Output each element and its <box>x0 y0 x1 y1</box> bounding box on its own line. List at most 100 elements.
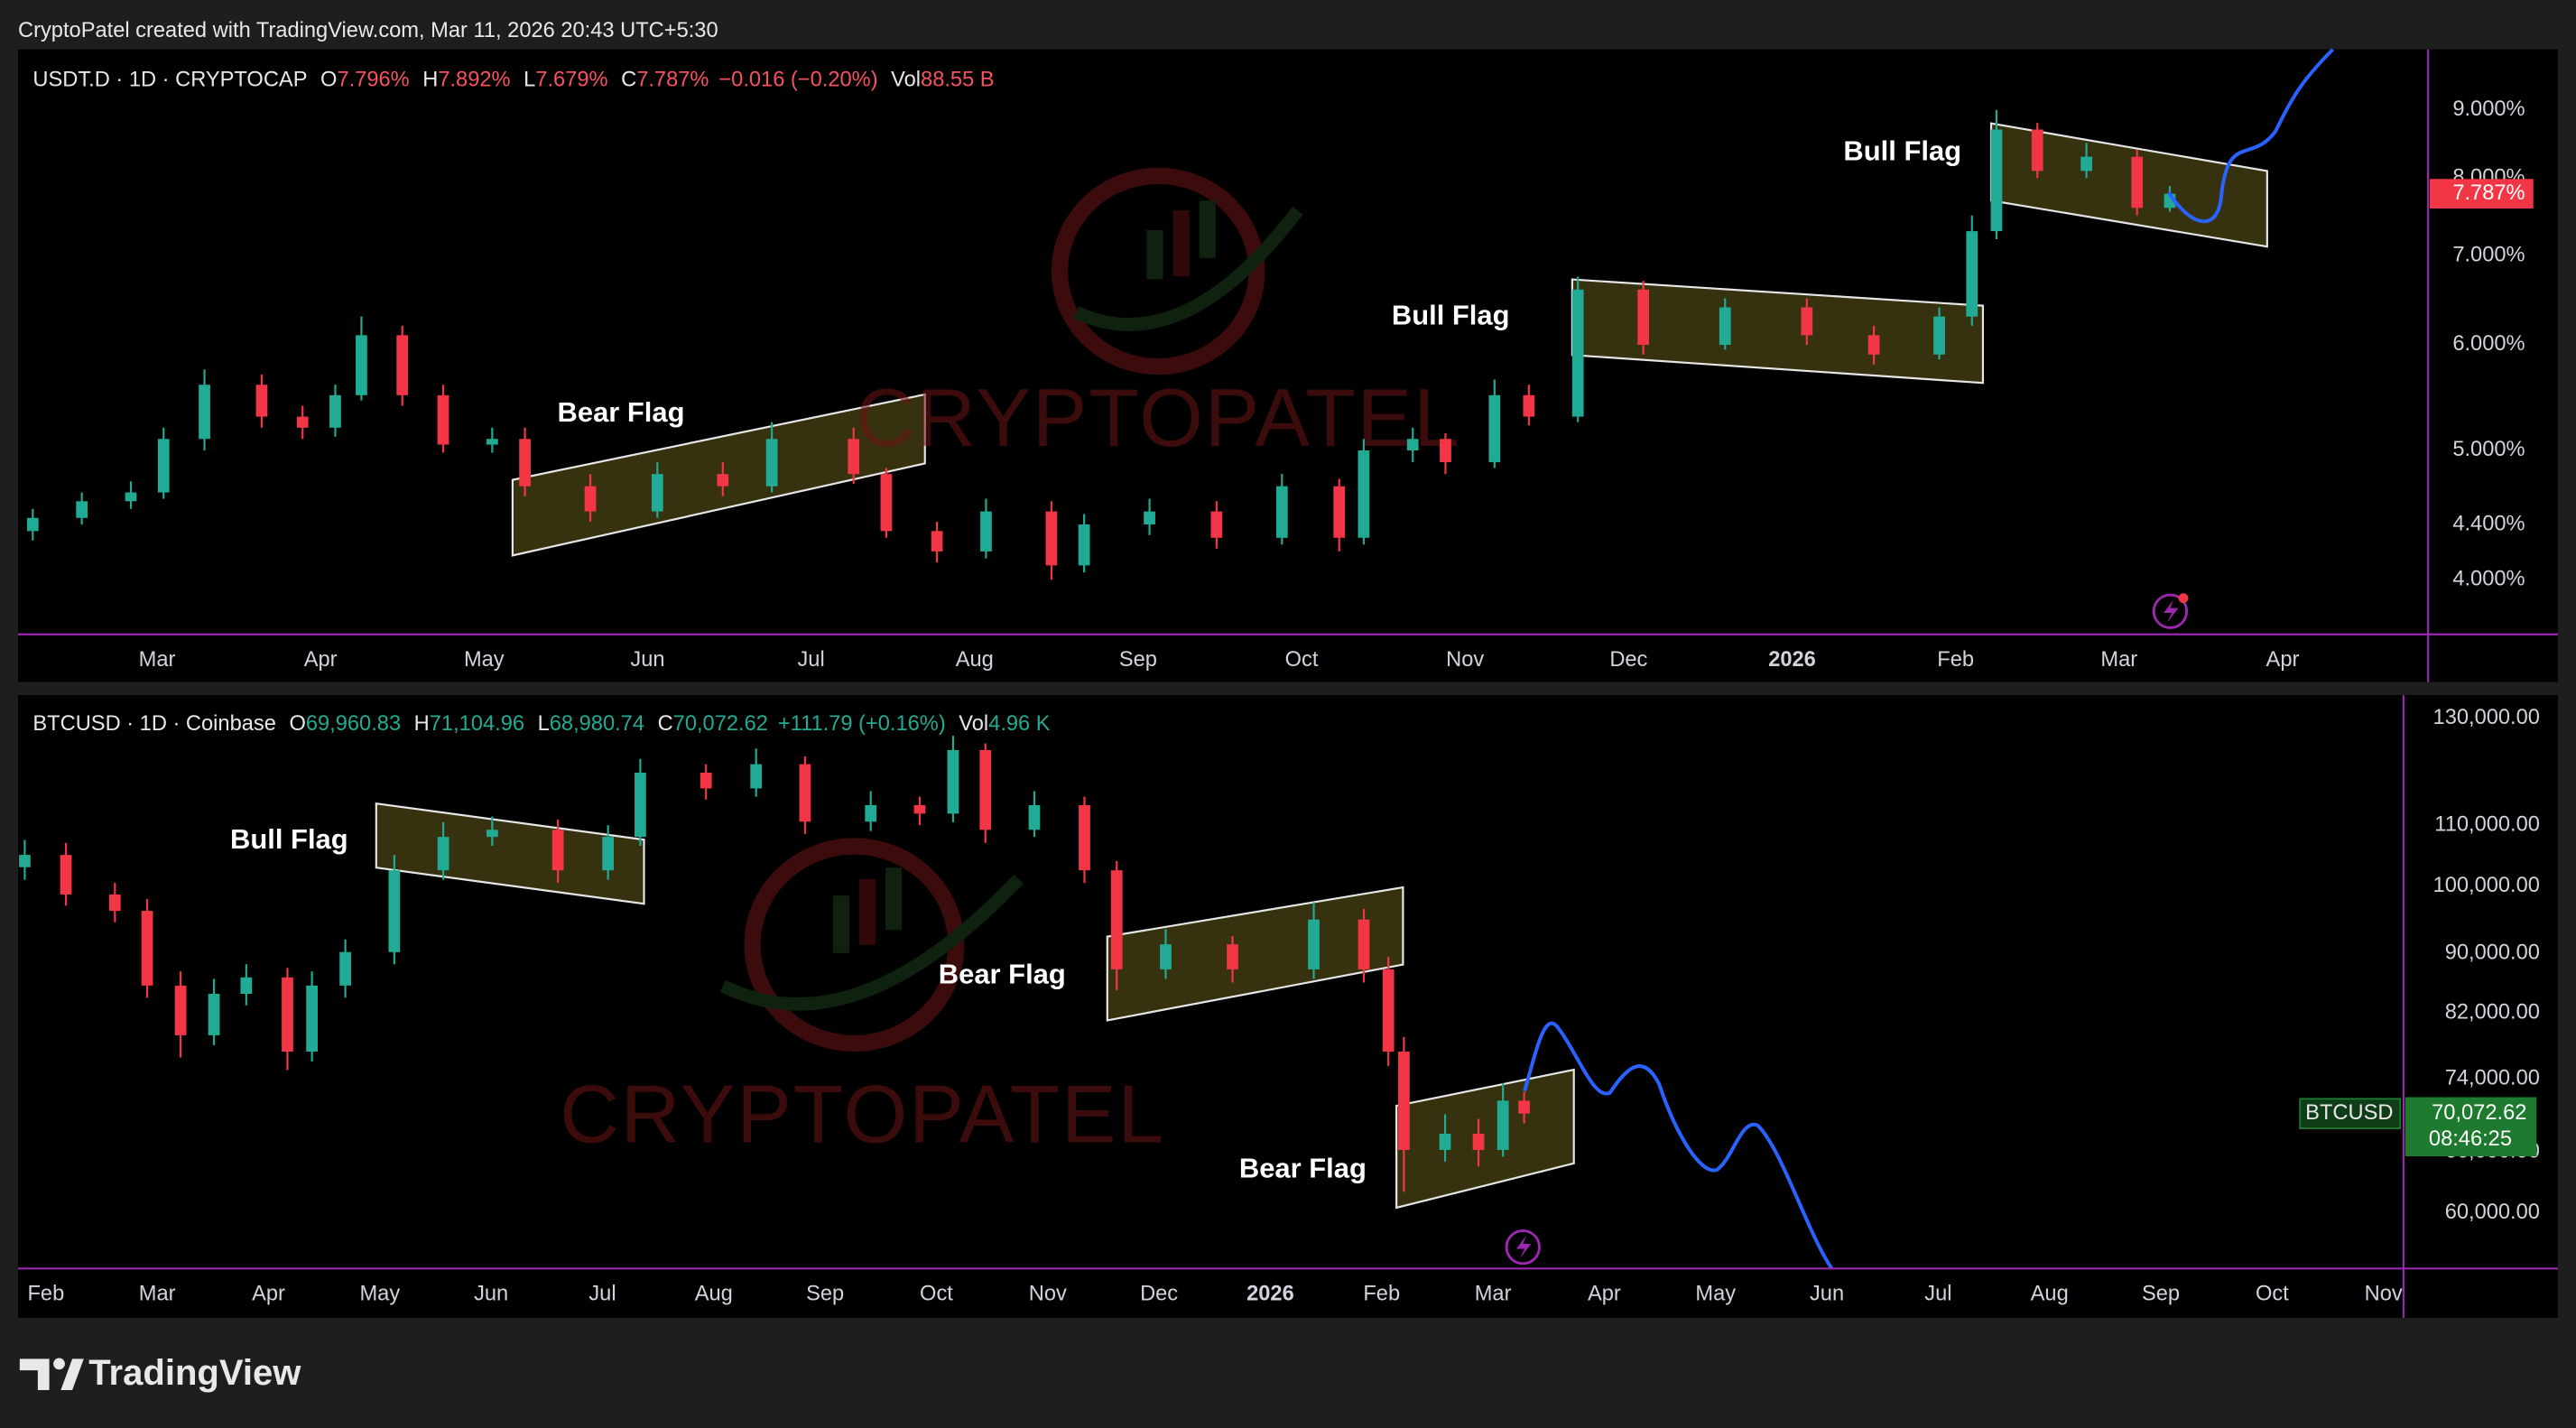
header-item: 69,960.83 <box>306 712 401 736</box>
candle-body <box>980 511 992 552</box>
created-line: CryptoPatel created with TradingView.com… <box>18 19 718 42</box>
annotation: Bear Flag <box>1239 1152 1367 1183</box>
candle-body <box>1357 919 1370 969</box>
x-tick-label: May <box>1695 1283 1736 1306</box>
last-price-box <box>2405 1097 2537 1157</box>
x-tick-label: Apr <box>2266 648 2300 672</box>
x-tick-label: Jun <box>630 648 664 672</box>
candle-body <box>1867 335 1880 355</box>
symbol-tag-box <box>2299 1098 2402 1129</box>
candle-body <box>551 830 564 871</box>
candles <box>26 109 2176 580</box>
header-item: −0.016 (−0.20%) <box>718 69 877 92</box>
header-item: O <box>320 69 337 92</box>
header-item: L <box>538 712 550 736</box>
x-tick-label: Dec <box>1140 1283 1178 1306</box>
candle-body <box>1160 944 1172 969</box>
x-tick-label: Sep <box>1119 648 1157 672</box>
y-tick-label: 6.000% <box>2452 332 2525 356</box>
candle-body <box>765 439 778 487</box>
watermark-logo <box>1051 167 1303 376</box>
decorations <box>375 122 2268 1210</box>
panel-bottom <box>18 695 2558 1318</box>
countdown: 08:46:25 <box>2429 1127 2512 1151</box>
header-item: C <box>621 69 636 92</box>
candle-body <box>865 804 877 822</box>
annotation: Bull Flag <box>230 823 348 855</box>
x-tick-label: Aug <box>2031 1283 2069 1306</box>
candle-body <box>208 994 220 1035</box>
candles <box>19 736 1530 1192</box>
header-item: O <box>289 712 305 736</box>
last-price: 7.787% <box>2452 181 2525 205</box>
y-tick-label: 4.000% <box>2452 567 2525 590</box>
x-tick-label: Feb <box>1937 648 1974 672</box>
projection-path <box>2166 48 2335 224</box>
candle-body <box>1110 870 1123 969</box>
candle-body <box>1406 439 1419 450</box>
candle-body <box>1308 919 1320 969</box>
candle-body <box>1472 1133 1485 1150</box>
candle-body <box>486 830 498 838</box>
alert-icon[interactable] <box>1505 1229 1541 1266</box>
candle-body <box>76 501 88 518</box>
x-tick-label: Apr <box>252 1283 285 1306</box>
candle-body <box>125 492 137 502</box>
x-tick-label: Nov <box>1446 648 1484 672</box>
alert-icon[interactable] <box>2152 593 2189 629</box>
candle-body <box>1275 486 1288 538</box>
candle-body <box>157 439 170 493</box>
candle-body <box>651 474 663 512</box>
header-item: 4.96 K <box>988 712 1051 736</box>
x-tick-label: Jun <box>474 1283 508 1306</box>
x-tick-label: May <box>359 1283 400 1306</box>
candle-body <box>2080 156 2092 172</box>
symbol-tag: BTCUSD <box>2305 1101 2393 1125</box>
x-tick-label: May <box>464 648 505 672</box>
annotation: Bull Flag <box>1843 135 1961 167</box>
x-tick-label: Aug <box>695 1283 733 1306</box>
candle-body <box>799 764 811 822</box>
annotation: Bear Flag <box>558 396 685 428</box>
candle-body <box>1078 524 1090 566</box>
x-tick-label: Oct <box>920 1283 953 1306</box>
candle-body <box>700 773 712 789</box>
candle-body <box>880 474 893 532</box>
candle-body <box>979 749 992 830</box>
x-tick-label: Dec <box>1609 648 1647 672</box>
candle-body <box>339 951 351 986</box>
x-tick-label: Sep <box>806 1283 844 1306</box>
marks <box>19 109 2176 1192</box>
candle-body <box>1227 944 1238 969</box>
header-item: 71,104.96 <box>430 712 524 736</box>
header-item: L <box>524 69 535 92</box>
candle-body <box>1637 289 1650 345</box>
x-tick-label: Feb <box>1363 1283 1400 1306</box>
candle-body <box>329 394 341 428</box>
candle-body <box>1518 1100 1530 1114</box>
candle-body <box>635 773 646 838</box>
x-tick-label: Mar <box>1475 1283 1512 1306</box>
watermark-text: CRYPTOPATEL <box>560 1070 1165 1161</box>
y-tick-label: 100,000.00 <box>2433 874 2540 897</box>
x-tick-label: Jul <box>1924 1283 1951 1306</box>
y-tick-label: 7.000% <box>2452 243 2525 266</box>
candle-body <box>141 911 153 986</box>
header-item: H <box>414 712 430 736</box>
header-item: 68,980.74 <box>550 712 644 736</box>
x-tick-label: Nov <box>1029 1283 1067 1306</box>
candle-body <box>1439 1133 1451 1150</box>
watermark-logo <box>719 838 1024 1052</box>
header-item: 7.787% <box>636 69 709 92</box>
header-item: Vol <box>891 69 921 92</box>
header-item: 88.55 B <box>921 69 995 92</box>
candle-body <box>174 985 187 1035</box>
x-tick-label: 2026 <box>1246 1283 1294 1306</box>
candle-body <box>1990 129 2003 232</box>
x-tick-label: Feb <box>27 1283 64 1306</box>
x-tick-label: Oct <box>1285 648 1319 672</box>
x-tick-label: Apr <box>1588 1283 1621 1306</box>
footer-brand: TradingView <box>88 1353 301 1393</box>
x-tick-label: Jun <box>1810 1283 1844 1306</box>
